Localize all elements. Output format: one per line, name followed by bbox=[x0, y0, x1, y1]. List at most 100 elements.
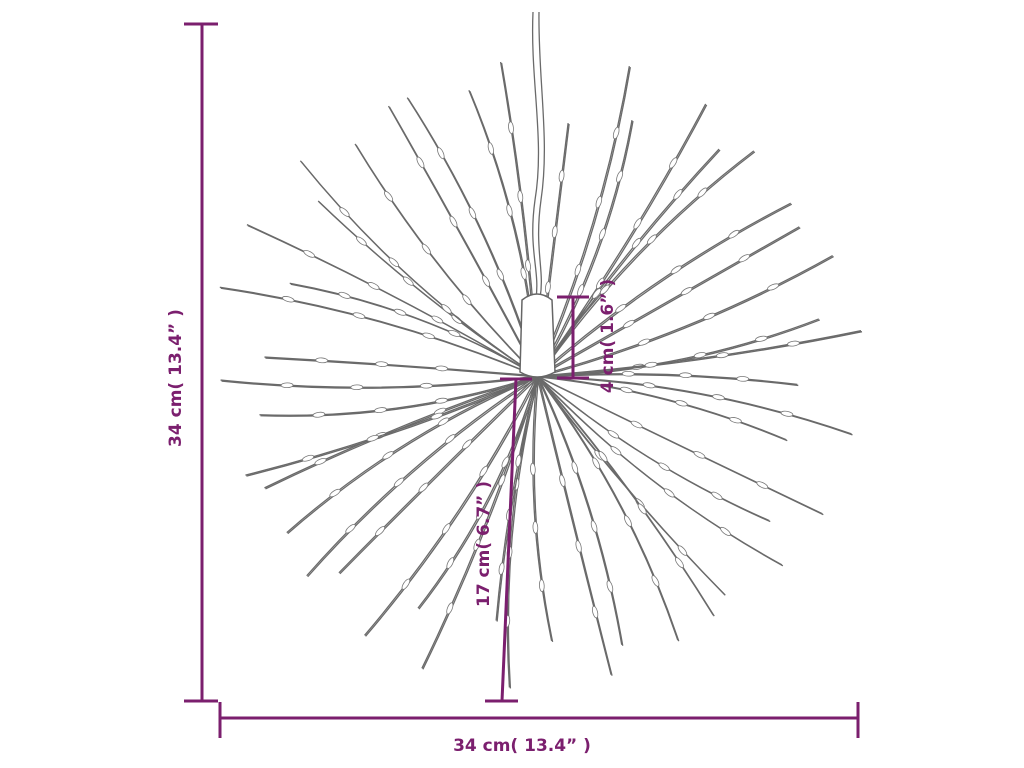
led-bead bbox=[673, 189, 683, 200]
led-bead bbox=[598, 228, 606, 241]
strand bbox=[287, 376, 539, 535]
width-label: 34 cm( 13.4” ) bbox=[453, 736, 591, 756]
led-bead bbox=[736, 376, 750, 382]
strand bbox=[538, 376, 788, 442]
led-bead bbox=[339, 207, 350, 217]
led-bead bbox=[559, 474, 566, 487]
led-bead bbox=[595, 195, 603, 209]
led-bead bbox=[712, 394, 725, 401]
led-bead bbox=[612, 126, 620, 140]
led-bead bbox=[577, 284, 585, 297]
strand bbox=[365, 376, 540, 637]
led-bead bbox=[623, 515, 632, 527]
led-bead bbox=[517, 190, 524, 203]
led-bead bbox=[637, 503, 647, 515]
led-bead bbox=[615, 303, 627, 313]
strand bbox=[538, 331, 863, 378]
strand bbox=[537, 376, 680, 642]
led-bead bbox=[315, 357, 329, 364]
led-bead bbox=[646, 234, 657, 245]
led-bead bbox=[551, 225, 558, 239]
strand-label: 17 cm( 6.7” ) bbox=[474, 481, 494, 607]
led-bead bbox=[515, 454, 522, 468]
led-bead bbox=[530, 462, 536, 476]
led-bead bbox=[350, 384, 364, 391]
dimension-line bbox=[500, 378, 518, 702]
led-bead bbox=[675, 400, 688, 407]
strand bbox=[538, 376, 715, 617]
led-bead bbox=[303, 249, 316, 258]
led-bead bbox=[437, 417, 450, 426]
led-bead bbox=[280, 382, 294, 389]
led-bead bbox=[644, 361, 658, 368]
led-bead bbox=[558, 169, 565, 183]
led-bead bbox=[532, 521, 539, 534]
led-bead bbox=[374, 407, 387, 414]
led-bead bbox=[621, 370, 635, 377]
led-bead bbox=[487, 142, 494, 155]
led-bead bbox=[780, 410, 794, 417]
cap bbox=[519, 293, 556, 378]
cap-label: 4 cm( 1.6” ) bbox=[598, 279, 618, 393]
led-bead bbox=[590, 520, 598, 533]
led-bead bbox=[446, 557, 455, 569]
strand bbox=[538, 376, 824, 516]
led-bead bbox=[468, 207, 477, 219]
led-bead bbox=[312, 411, 326, 418]
led-bead bbox=[738, 254, 751, 263]
strand bbox=[300, 161, 539, 378]
strand bbox=[388, 106, 540, 378]
strand bbox=[537, 104, 708, 378]
strand bbox=[299, 160, 538, 377]
cable bbox=[537, 11, 546, 299]
strand bbox=[265, 357, 539, 378]
led-bead bbox=[756, 481, 769, 489]
led-bead bbox=[367, 282, 380, 290]
led-bead bbox=[416, 156, 425, 169]
led-bead bbox=[451, 314, 463, 324]
led-bead bbox=[352, 312, 366, 319]
strand bbox=[286, 375, 538, 534]
led-bead bbox=[598, 451, 608, 462]
led-bead bbox=[314, 457, 327, 466]
led-bead bbox=[508, 121, 514, 135]
led-bead bbox=[329, 488, 341, 498]
strand bbox=[537, 376, 613, 676]
strand bbox=[536, 375, 852, 435]
led-bead bbox=[620, 386, 633, 394]
width-dimension: 34 cm( 13.4” ) bbox=[218, 702, 860, 756]
led-bead bbox=[520, 267, 527, 280]
strand bbox=[536, 375, 623, 645]
led-bead bbox=[728, 229, 740, 239]
strand bbox=[339, 376, 539, 575]
led-bead bbox=[720, 526, 731, 536]
strand bbox=[355, 144, 539, 378]
led-bead bbox=[419, 382, 433, 389]
led-bead bbox=[449, 215, 458, 228]
led-bead bbox=[338, 291, 351, 299]
led-bead bbox=[382, 451, 394, 460]
led-bead bbox=[575, 540, 582, 553]
led-bead bbox=[545, 281, 551, 294]
led-bead bbox=[506, 204, 513, 217]
strand bbox=[536, 373, 798, 386]
strand bbox=[536, 375, 679, 641]
strand bbox=[264, 356, 538, 377]
strand bbox=[536, 255, 833, 377]
strand bbox=[536, 375, 770, 522]
led-bead bbox=[616, 170, 624, 183]
strand bbox=[220, 287, 539, 378]
led-bead bbox=[606, 580, 614, 593]
strand bbox=[536, 330, 862, 377]
strand bbox=[533, 376, 554, 642]
led-bead bbox=[496, 268, 505, 281]
led-bead bbox=[375, 526, 386, 537]
led-bead bbox=[421, 243, 431, 255]
led-bead bbox=[442, 523, 451, 535]
led-bead bbox=[596, 277, 605, 289]
led-bead bbox=[633, 218, 642, 230]
strand bbox=[290, 283, 539, 378]
led-bead bbox=[462, 439, 473, 450]
strand bbox=[536, 375, 787, 441]
strand bbox=[318, 201, 539, 378]
